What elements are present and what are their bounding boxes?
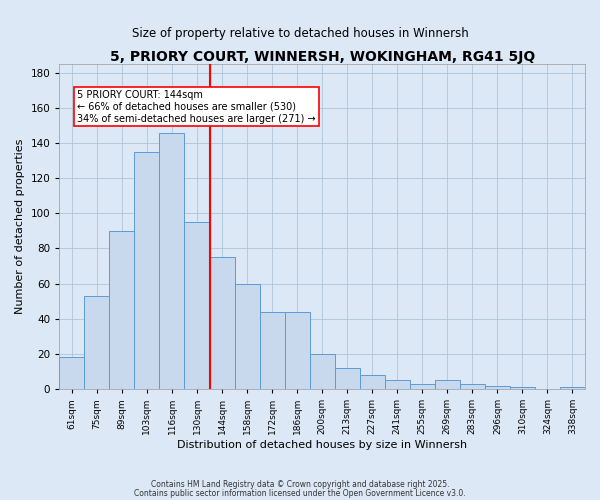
- Bar: [560, 388, 585, 389]
- Bar: [460, 384, 485, 389]
- Bar: [310, 354, 335, 389]
- Bar: [435, 380, 460, 389]
- Bar: [209, 258, 235, 389]
- Bar: [410, 384, 435, 389]
- Bar: [109, 231, 134, 389]
- Bar: [335, 368, 360, 389]
- Bar: [134, 152, 160, 389]
- X-axis label: Distribution of detached houses by size in Winnersh: Distribution of detached houses by size …: [177, 440, 467, 450]
- Bar: [160, 132, 184, 389]
- Y-axis label: Number of detached properties: Number of detached properties: [15, 139, 25, 314]
- Bar: [59, 358, 85, 389]
- Bar: [485, 386, 510, 389]
- Bar: [360, 375, 385, 389]
- Bar: [510, 388, 535, 389]
- Text: Contains HM Land Registry data © Crown copyright and database right 2025.: Contains HM Land Registry data © Crown c…: [151, 480, 449, 489]
- Bar: [284, 312, 310, 389]
- Bar: [260, 312, 284, 389]
- Title: 5, PRIORY COURT, WINNERSH, WOKINGHAM, RG41 5JQ: 5, PRIORY COURT, WINNERSH, WOKINGHAM, RG…: [110, 50, 535, 64]
- Text: Contains public sector information licensed under the Open Government Licence v3: Contains public sector information licen…: [134, 488, 466, 498]
- Bar: [184, 222, 209, 389]
- Bar: [385, 380, 410, 389]
- Bar: [235, 284, 260, 389]
- Text: 5 PRIORY COURT: 144sqm
← 66% of detached houses are smaller (530)
34% of semi-de: 5 PRIORY COURT: 144sqm ← 66% of detached…: [77, 90, 316, 124]
- Text: Size of property relative to detached houses in Winnersh: Size of property relative to detached ho…: [131, 28, 469, 40]
- Bar: [85, 296, 109, 389]
